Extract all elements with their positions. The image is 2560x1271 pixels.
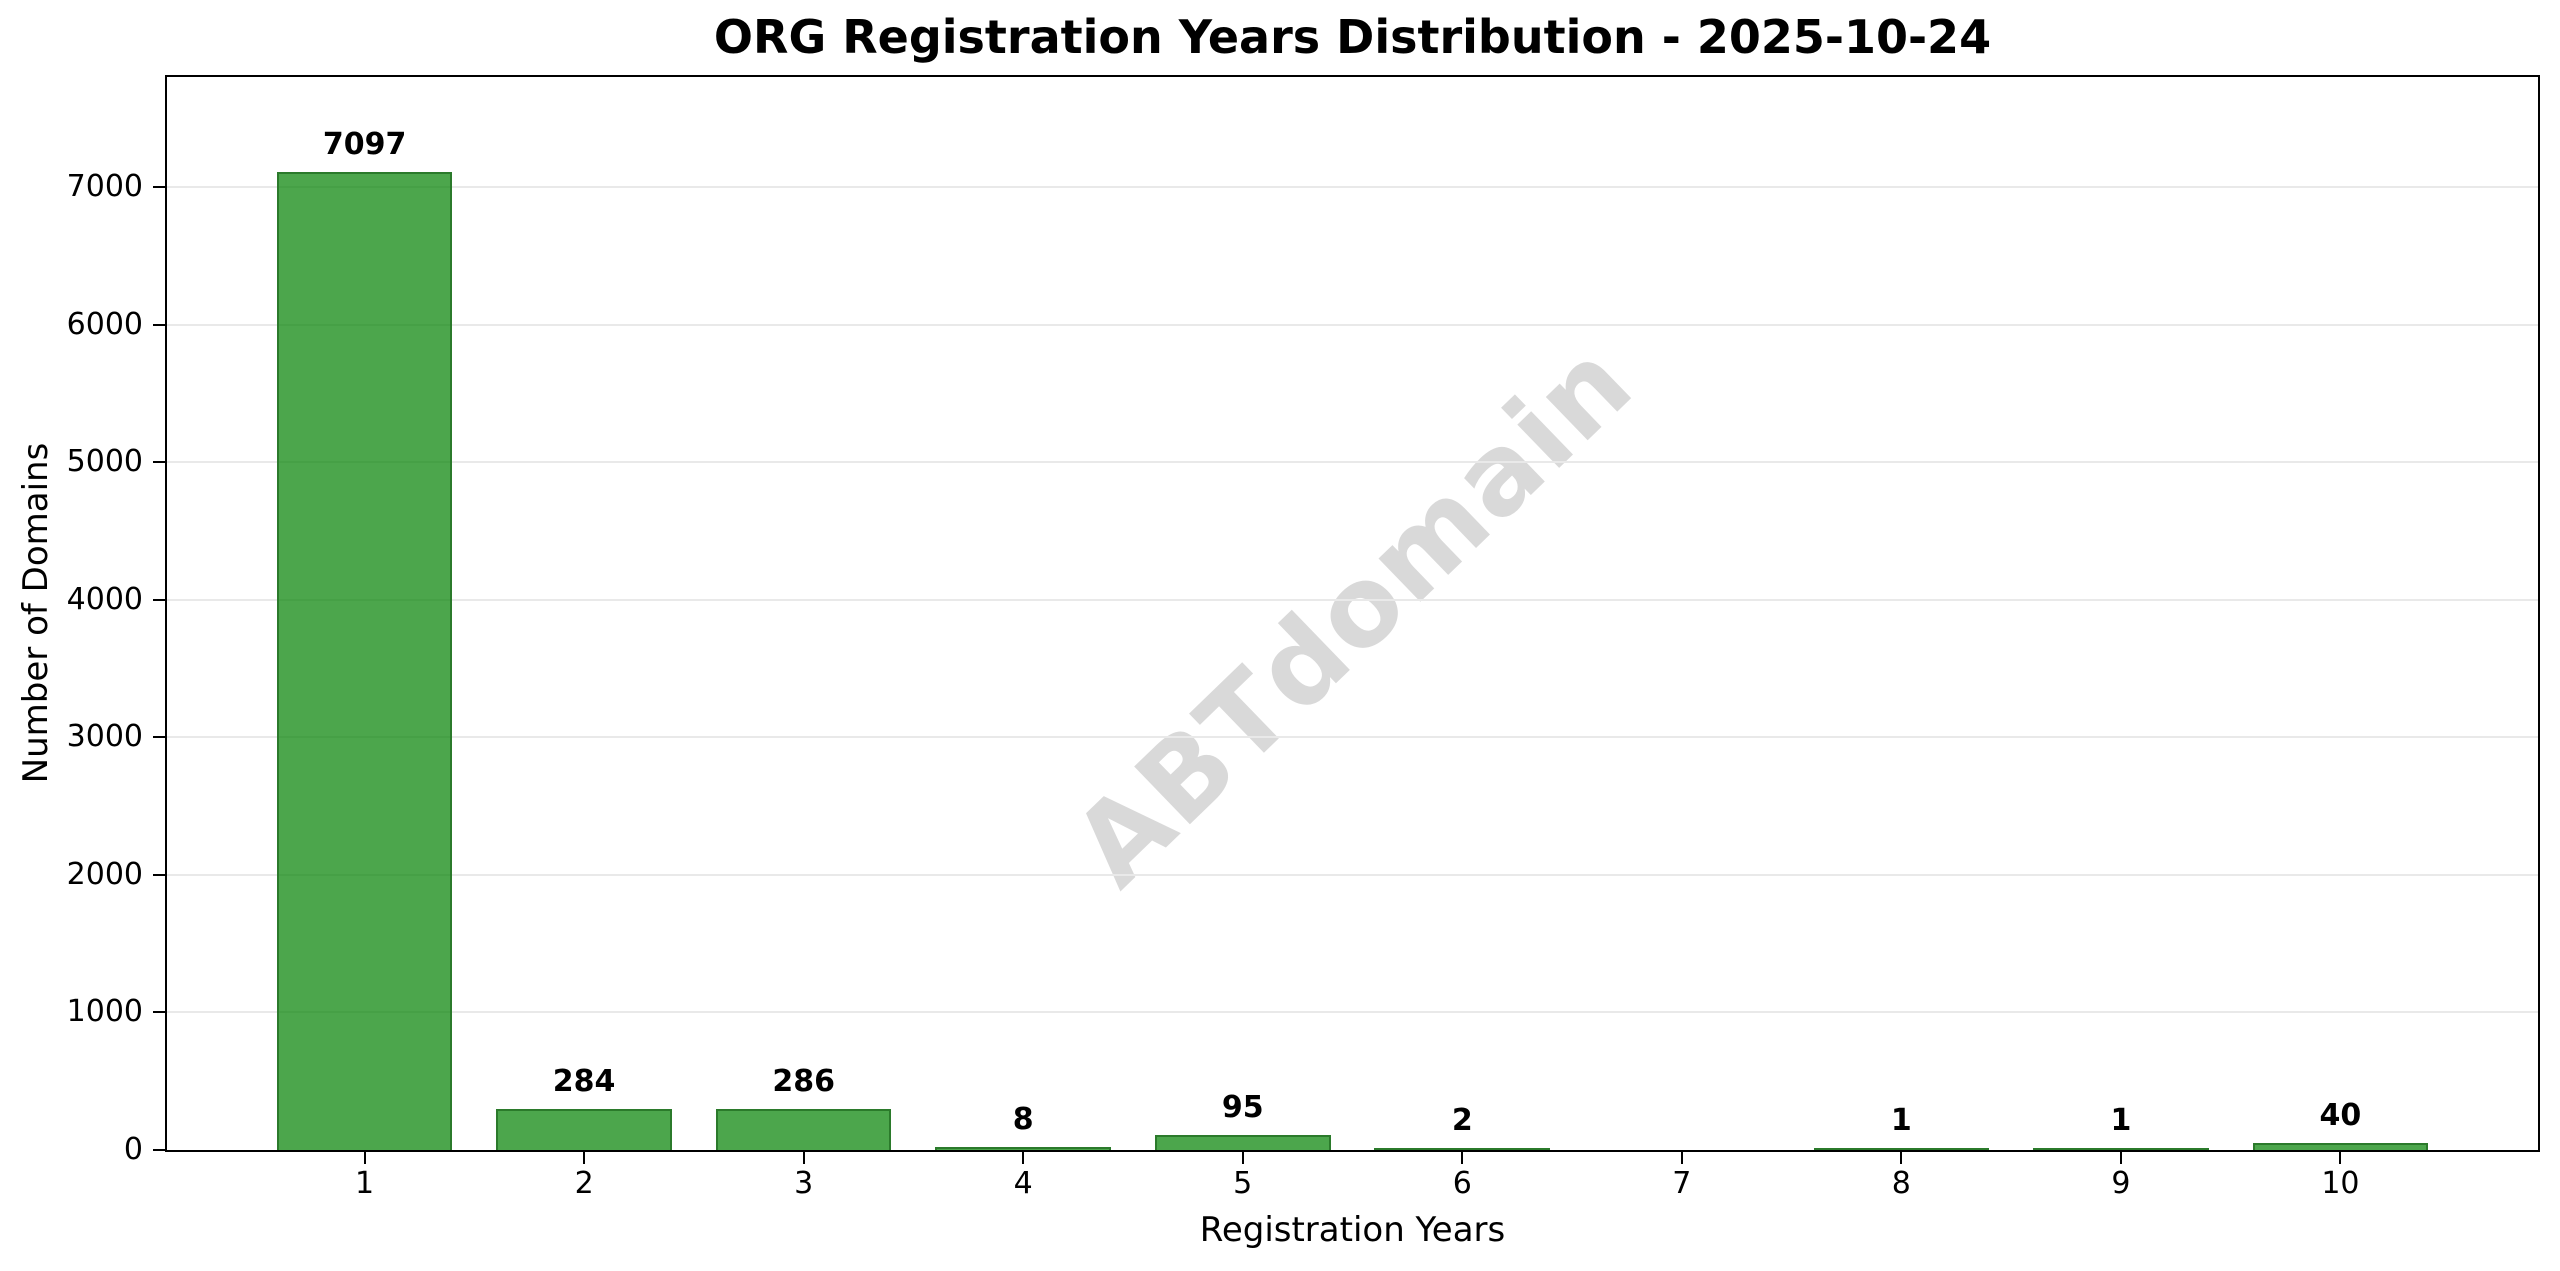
y-gridline bbox=[167, 323, 2538, 326]
x-tick-mark bbox=[363, 1152, 366, 1164]
x-tick-mark bbox=[1680, 1152, 1683, 1164]
bar bbox=[1154, 1134, 1331, 1150]
x-tick-label: 8 bbox=[1891, 1166, 1911, 1201]
y-tick-mark bbox=[153, 736, 165, 739]
bar-value-label: 284 bbox=[552, 1063, 616, 1099]
bar-value-label: 286 bbox=[772, 1063, 835, 1099]
bar-value-label: 40 bbox=[2319, 1097, 2362, 1133]
bar-value-label: 95 bbox=[1221, 1089, 1264, 1125]
x-tick-mark bbox=[1900, 1152, 1903, 1164]
x-tick-label: 7 bbox=[1672, 1166, 1692, 1201]
y-tick-label: 7000 bbox=[66, 169, 143, 205]
x-tick-label: 4 bbox=[1013, 1166, 1033, 1201]
x-tick-label: 9 bbox=[2111, 1166, 2131, 1201]
watermark-text: ABTdomain bbox=[1048, 316, 1657, 911]
bar-value-label: 7097 bbox=[322, 126, 407, 162]
y-tick-mark bbox=[153, 1011, 165, 1014]
x-tick-label: 3 bbox=[794, 1166, 814, 1201]
x-tick-label: 10 bbox=[2321, 1166, 2360, 1201]
y-tick-mark bbox=[153, 323, 165, 326]
chart-title: ORG Registration Years Distribution - 20… bbox=[713, 10, 1992, 64]
y-gridline bbox=[167, 461, 2538, 464]
bar bbox=[2033, 1147, 2209, 1150]
x-tick-label: 2 bbox=[574, 1166, 594, 1201]
x-tick-mark bbox=[1461, 1152, 1464, 1164]
x-tick-mark bbox=[1241, 1152, 1244, 1164]
y-gridline bbox=[167, 1011, 2538, 1014]
y-tick-label: 5000 bbox=[66, 444, 143, 480]
bar bbox=[1813, 1147, 1990, 1150]
y-tick-label: 1000 bbox=[66, 994, 143, 1030]
x-tick-mark bbox=[583, 1152, 586, 1164]
y-gridline bbox=[167, 598, 2538, 601]
bar bbox=[276, 171, 453, 1150]
y-gridline bbox=[167, 873, 2538, 876]
bar bbox=[496, 1108, 672, 1150]
bar bbox=[715, 1108, 892, 1150]
y-tick-mark bbox=[153, 461, 165, 464]
x-tick-label: 1 bbox=[355, 1166, 375, 1201]
x-tick-mark bbox=[802, 1152, 805, 1164]
y-tick-mark bbox=[153, 1149, 165, 1151]
x-tick-mark bbox=[2119, 1152, 2122, 1164]
plot-area: ABTdomain 7097 284 286 8 95 2 1 1 40 bbox=[165, 75, 2540, 1152]
y-tick-label: 3000 bbox=[66, 719, 143, 755]
y-tick-label: 6000 bbox=[66, 306, 143, 342]
y-gridline bbox=[167, 736, 2538, 739]
x-tick-mark bbox=[2339, 1152, 2342, 1164]
bar bbox=[935, 1146, 1111, 1150]
x-tick-mark bbox=[1022, 1152, 1025, 1164]
y-tick-label: 4000 bbox=[66, 581, 143, 617]
bar-value-label: 8 bbox=[1012, 1101, 1034, 1137]
bar-value-label: 1 bbox=[1890, 1102, 1912, 1138]
bar-value-label: 1 bbox=[2110, 1102, 2132, 1138]
y-gridline bbox=[167, 186, 2538, 189]
y-tick-mark bbox=[153, 873, 165, 876]
y-tick-label: 2000 bbox=[66, 856, 143, 892]
x-axis-label: Registration Years bbox=[1199, 1210, 1506, 1250]
bar bbox=[1374, 1147, 1551, 1150]
x-tick-label: 5 bbox=[1233, 1166, 1253, 1201]
y-tick-mark bbox=[153, 186, 165, 189]
bar-value-label: 2 bbox=[1451, 1102, 1473, 1138]
y-tick-label: 0 bbox=[123, 1132, 143, 1167]
x-tick-label: 6 bbox=[1452, 1166, 1472, 1201]
y-tick-mark bbox=[153, 598, 165, 601]
bar bbox=[2252, 1142, 2429, 1150]
